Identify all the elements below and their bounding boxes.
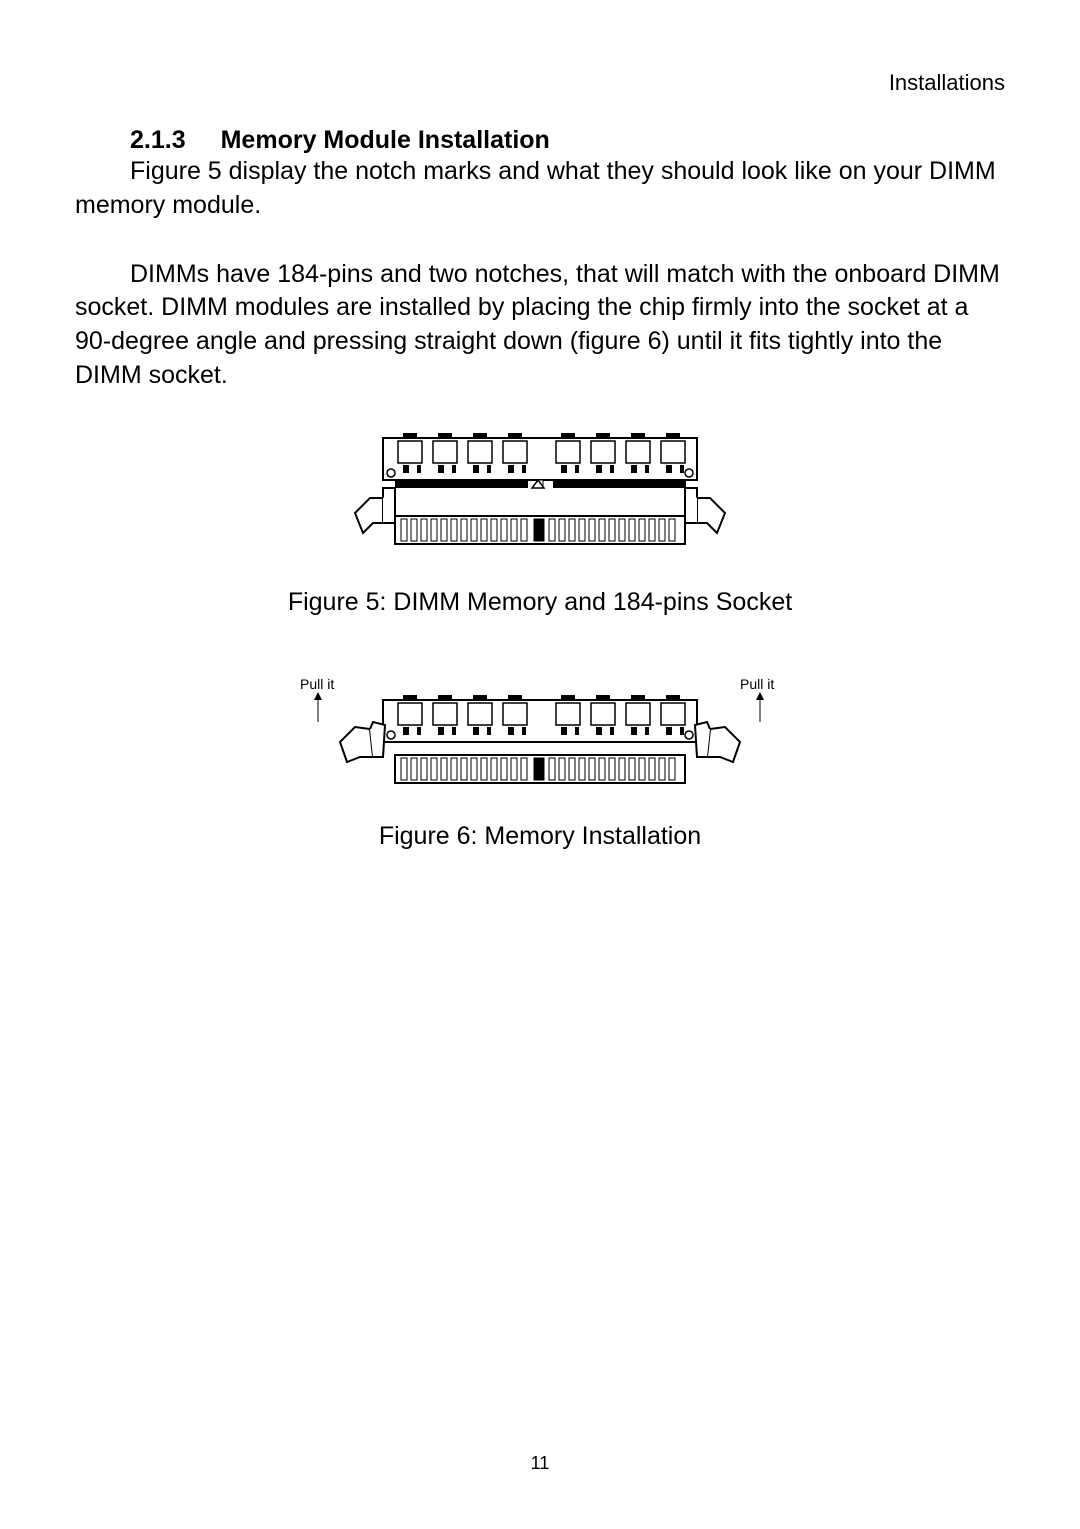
section-title: Memory Module Installation: [221, 126, 550, 154]
pull-left-label: Pull it: [300, 677, 334, 692]
paragraph-2: DIMMs have 184-pins and two notches, tha…: [75, 258, 1005, 393]
paragraph-1: Figure 5 display the notch marks and wha…: [75, 155, 1005, 223]
figure-6-container: Pull it Pull it: [75, 677, 1005, 792]
page-header-label: Installations: [75, 70, 1005, 96]
section-number: 2.1.3: [130, 126, 186, 155]
section-heading: 2.1.3 Memory Module Installation: [75, 126, 1005, 155]
pull-right-label: Pull it: [740, 677, 774, 692]
figure-5-diagram: [325, 428, 755, 558]
page-number: 11: [0, 1453, 1080, 1474]
figure-6-diagram: Pull it Pull it: [290, 677, 790, 792]
figure-6-caption: Figure 6: Memory Installation: [75, 822, 1005, 851]
figure-5-caption: Figure 5: DIMM Memory and 184-pins Socke…: [75, 588, 1005, 617]
figure-5-container: [75, 428, 1005, 558]
paragraph-1-text: Figure 5 display the notch marks and wha…: [75, 157, 996, 219]
